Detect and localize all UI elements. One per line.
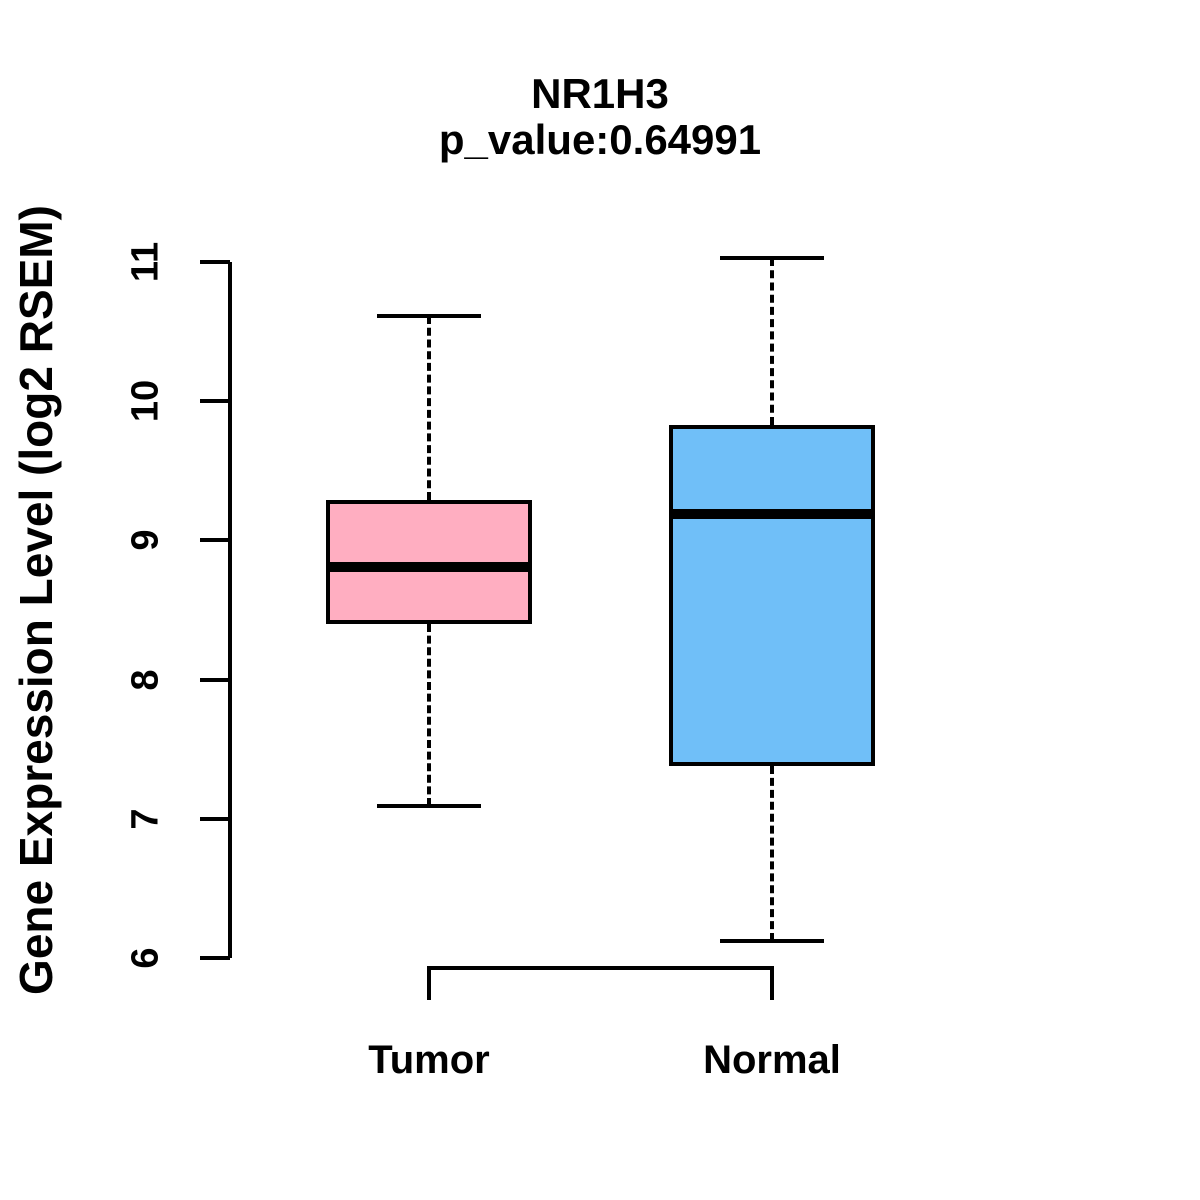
lower-whisker-cap — [377, 804, 481, 809]
y-axis-line — [228, 262, 232, 958]
y-axis-tick — [200, 956, 230, 960]
upper-whisker-line — [770, 257, 774, 425]
lower-whisker-line — [427, 623, 431, 807]
lower-whisker-line — [770, 765, 774, 942]
plot-title: NR1H3 — [531, 70, 669, 117]
x-axis-tick — [427, 966, 431, 1000]
y-axis-tick — [200, 816, 230, 821]
y-axis-tick-label: 11 — [124, 241, 167, 283]
upper-whisker-cap — [377, 314, 481, 319]
upper-whisker-cap — [720, 255, 824, 260]
y-axis-tick-label: 8 — [124, 669, 167, 691]
y-axis-tick-label: 6 — [124, 947, 167, 969]
box-normal — [669, 424, 875, 766]
x-label-tumor: Tumor — [368, 1038, 490, 1082]
upper-whisker-line — [427, 316, 431, 501]
median-line — [669, 508, 875, 519]
y-axis-tick-label: 9 — [124, 529, 167, 551]
y-axis-tick-label: 10 — [124, 380, 167, 423]
x-axis-line — [429, 966, 772, 970]
plot-subtitle: p_value:0.64991 — [438, 116, 762, 163]
x-label-normal: Normal — [703, 1038, 841, 1082]
y-axis-tick-label: 7 — [124, 808, 167, 830]
y-axis-tick — [200, 399, 230, 404]
y-axis-tick — [200, 260, 230, 264]
median-line — [326, 561, 532, 572]
y-axis-tick — [200, 677, 230, 682]
lower-whisker-cap — [720, 939, 824, 944]
y-axis-label: Gene Expression Level (log2 RSEM) — [10, 205, 62, 995]
y-axis-tick — [200, 538, 230, 543]
x-axis-tick — [770, 966, 774, 1000]
